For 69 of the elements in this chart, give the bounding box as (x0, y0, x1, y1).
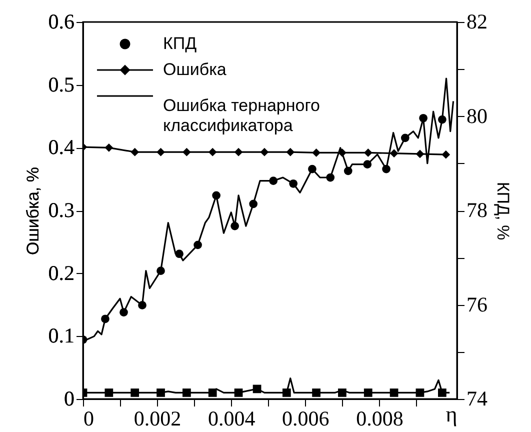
y2-tick-label: 82 (466, 10, 488, 34)
point (156, 266, 165, 275)
y-tick-label: 0.5 (48, 72, 74, 96)
legend-label: Ошибка (163, 60, 227, 79)
point (208, 148, 217, 156)
x-tick-label: 0.006 (282, 406, 330, 430)
point (286, 148, 295, 156)
point (260, 148, 269, 156)
point (400, 134, 410, 142)
point (212, 191, 220, 200)
point (194, 240, 202, 250)
x-tick-label: 0.008 (356, 406, 404, 430)
point (130, 148, 140, 156)
point (130, 388, 140, 397)
point (182, 388, 191, 397)
x-tick-label: 0 (84, 406, 94, 430)
y2-axis-title: КПД, % (494, 182, 512, 240)
point (312, 148, 320, 157)
point (252, 384, 262, 394)
point (338, 388, 346, 397)
y2-tick-label: 74 (466, 386, 488, 410)
point (101, 314, 110, 324)
point (249, 200, 258, 208)
point (230, 222, 240, 230)
point (269, 176, 278, 185)
point (364, 388, 372, 397)
point (312, 388, 320, 397)
legend-label: Ошибка тернарного классификатора (163, 96, 320, 135)
point (442, 150, 450, 159)
y-tick-label: 0 (64, 386, 74, 410)
point (138, 301, 146, 310)
point (419, 114, 428, 122)
point (234, 148, 243, 156)
point (344, 166, 352, 176)
point (438, 115, 446, 124)
y2-tick-label: 76 (466, 292, 488, 316)
point (382, 164, 390, 174)
y-tick-label: 0.2 (48, 260, 74, 285)
point (308, 164, 316, 174)
point (120, 308, 128, 316)
y-tick-label: 0.6 (48, 10, 74, 34)
legend-label: КПД (163, 34, 198, 53)
y-tick-label: 0.4 (48, 135, 75, 160)
point (416, 150, 424, 158)
point (289, 179, 298, 188)
point (326, 173, 335, 182)
point (156, 148, 165, 156)
y-axis-title: Ошибка, % (23, 167, 42, 255)
point (363, 160, 372, 168)
point (234, 388, 243, 397)
point (364, 148, 372, 157)
point (104, 388, 114, 397)
point (104, 143, 114, 152)
x-tick-label: 0.004 (208, 406, 256, 430)
point (390, 388, 398, 397)
point (156, 388, 165, 397)
x-tick-label: 0.002 (134, 406, 182, 430)
point (208, 388, 217, 397)
point (416, 388, 424, 397)
point (175, 250, 184, 258)
y2-tick-label: 78 (466, 198, 488, 222)
point (438, 388, 446, 397)
y-tick-label: 0.1 (48, 324, 74, 348)
x-axis-title: η (446, 402, 458, 426)
y-tick-label: 0.3 (48, 198, 74, 222)
point (282, 388, 291, 397)
point (182, 148, 191, 156)
point (390, 149, 398, 158)
y2-tick-label: 80 (466, 104, 488, 128)
